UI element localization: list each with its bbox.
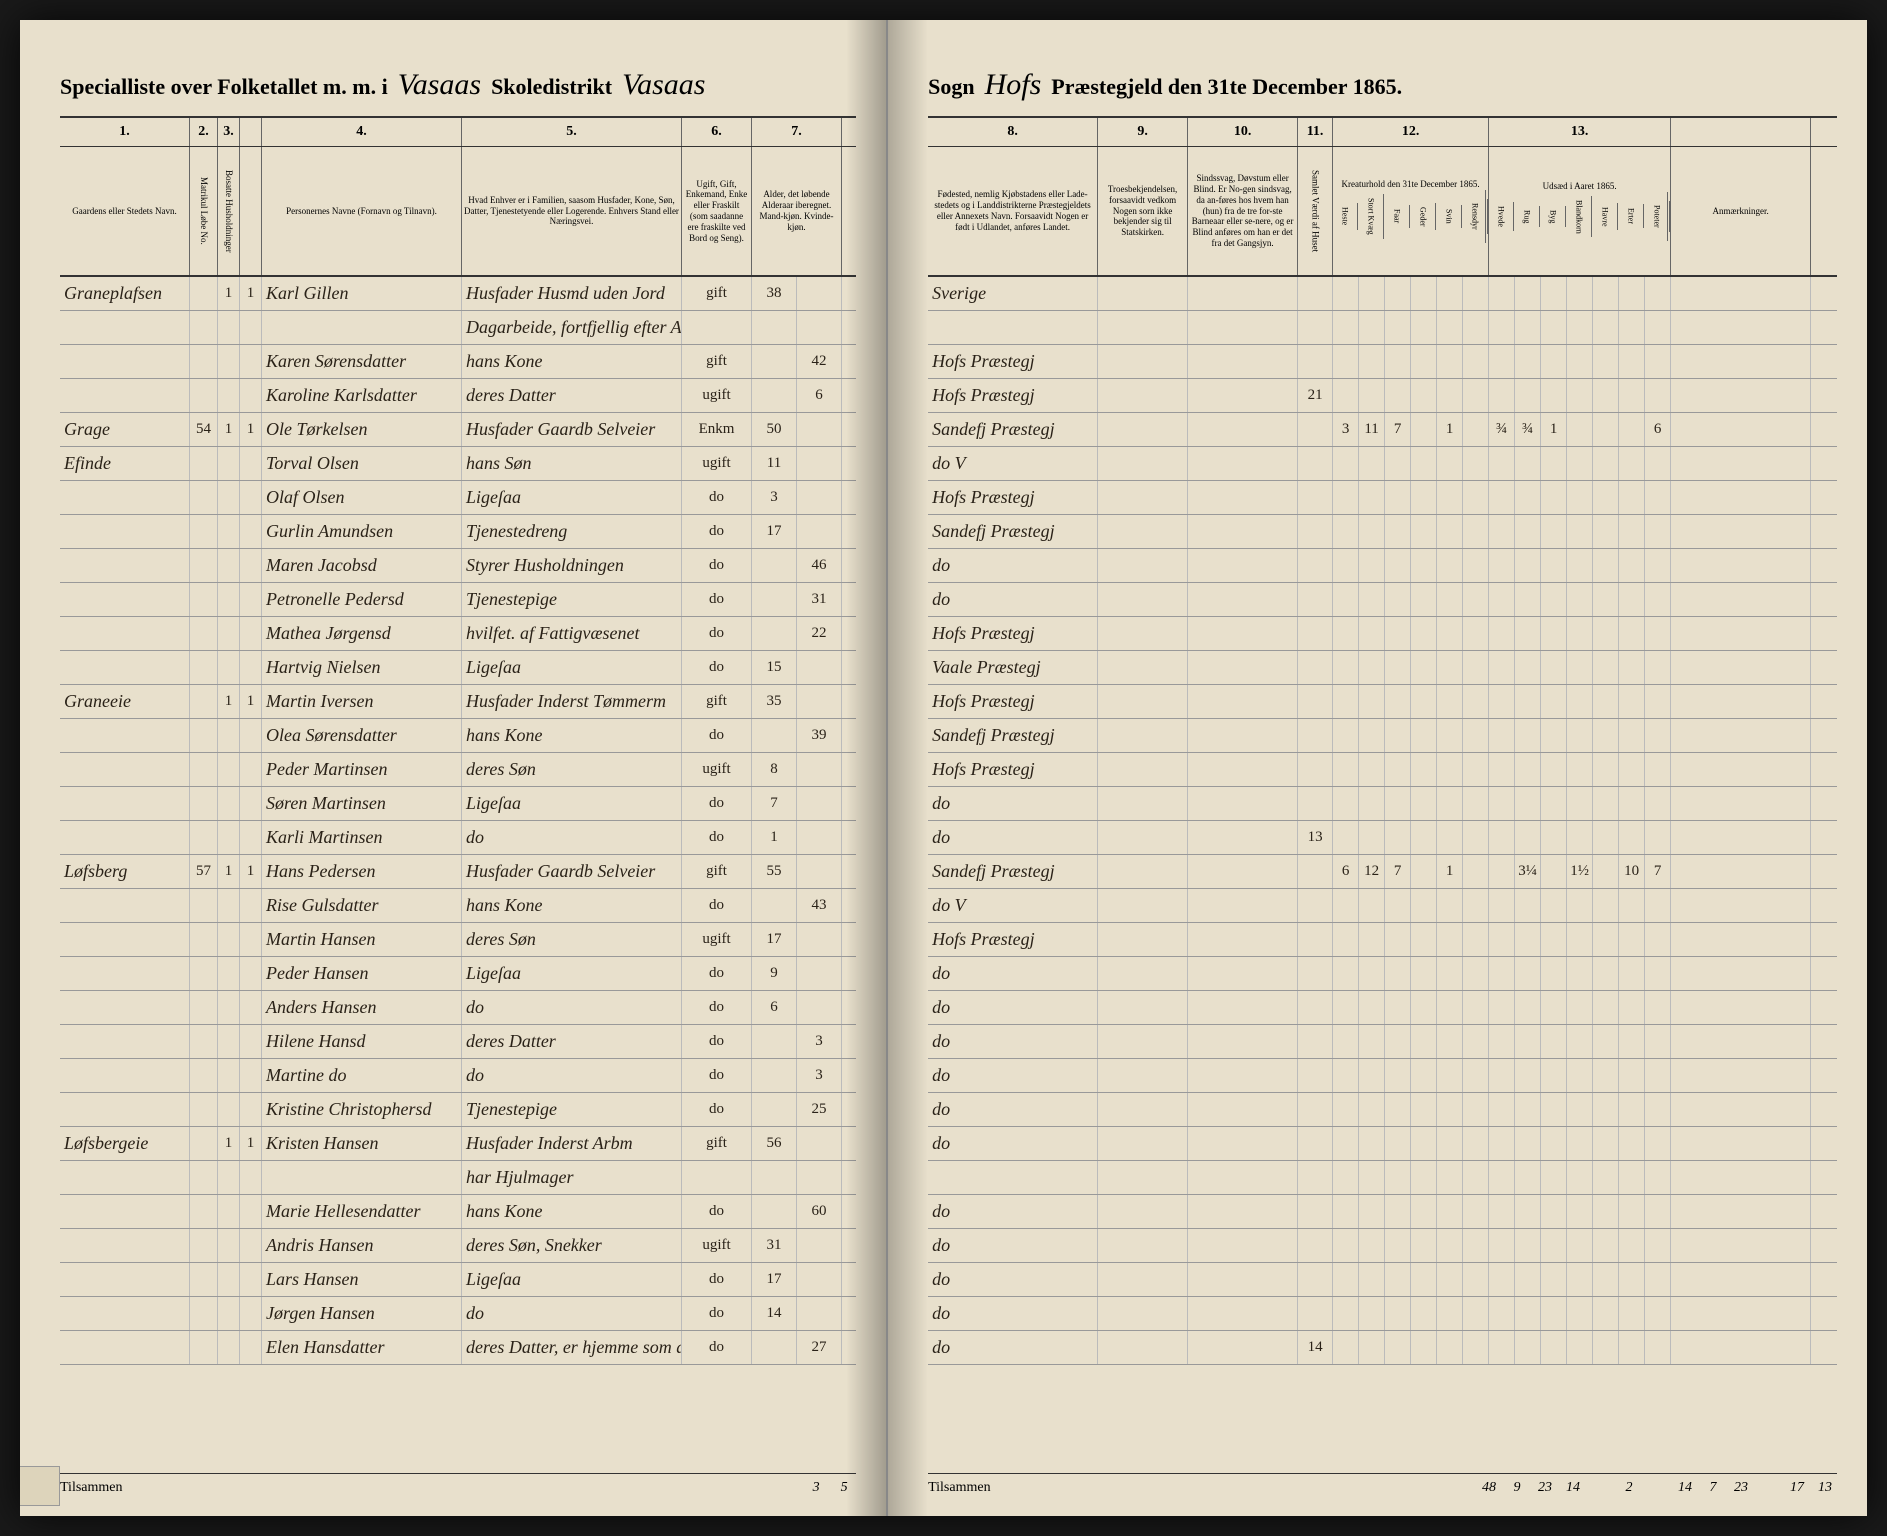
table-row: Hofs Præstegj	[928, 481, 1837, 515]
left-footer: Tilsammen 3 5	[60, 1473, 856, 1496]
footer-label-r: Tilsammen	[928, 1480, 991, 1496]
table-row: Karli Martinsendodo1	[60, 821, 856, 855]
table-row: do13	[928, 821, 1837, 855]
table-row: Sandefj Præstegj	[928, 515, 1837, 549]
table-row: do	[928, 1025, 1837, 1059]
table-row: do	[928, 1229, 1837, 1263]
table-row: Martine dododo3	[60, 1059, 856, 1093]
header-sogn: Hofs	[985, 68, 1042, 102]
right-rows: SverigeHofs PræstegjHofs Præstegj21Sande…	[928, 277, 1837, 1365]
table-row: Hofs Præstegj	[928, 923, 1837, 957]
table-row: Hofs Præstegj21	[928, 379, 1837, 413]
table-row: Sandefj Præstegj31171¾¾16	[928, 413, 1837, 447]
table-row: Peder Martinsenderes Sønugift8	[60, 753, 856, 787]
table-row: Peder HansenLigeſaado9	[60, 957, 856, 991]
table-row: Søren MartinsenLigeſaado7	[60, 787, 856, 821]
ledger-left-page: Specialliste over Folketallet m. m. i Va…	[20, 20, 888, 1516]
table-row: Hilene Hansdderes Datterdo3	[60, 1025, 856, 1059]
table-row: Gurlin AmundsenTjenestedrengdo17	[60, 515, 856, 549]
table-row: do	[928, 1263, 1837, 1297]
table-row: Jørgen Hansendodo14	[60, 1297, 856, 1331]
header-district2: Vasaas	[622, 68, 705, 102]
table-row: do14	[928, 1331, 1837, 1365]
table-row: har Hjulmager	[60, 1161, 856, 1195]
table-row: Hofs Præstegj	[928, 345, 1837, 379]
left-rows: Graneplafsen11Karl GillenHusfader Husmd …	[60, 277, 856, 1365]
table-row: Grage5411Ole TørkelsenHusfader Gaardb Se…	[60, 413, 856, 447]
table-row: Petronelle PedersdTjenestepigedo31	[60, 583, 856, 617]
page-tab	[20, 1466, 60, 1506]
ledger-right-page: Sogn Hofs Præstegjeld den 31te December …	[888, 20, 1867, 1516]
table-row	[928, 1161, 1837, 1195]
left-colnums: 1. 2. 3. 4. 5. 6. 7.	[60, 118, 856, 147]
header-print-2: Skoledistrikt	[491, 74, 612, 100]
table-row: Sandefj Præstegj	[928, 719, 1837, 753]
right-colnums: 8. 9. 10. 11. 12. 13.	[928, 118, 1837, 147]
table-row: Kristine ChristophersdTjenestepigedo25	[60, 1093, 856, 1127]
right-header: Sogn Hofs Præstegjeld den 31te December …	[928, 60, 1837, 118]
left-colheads: Gaardens eller Stedets Navn. Matrikul Lø…	[60, 147, 856, 277]
table-row: do V	[928, 889, 1837, 923]
table-row: Mathea Jørgensdhvilfet. af Fattigvæsenet…	[60, 617, 856, 651]
table-row: do	[928, 1195, 1837, 1229]
table-row: Rise Gulsdatterhans Konedo43	[60, 889, 856, 923]
table-row: do	[928, 549, 1837, 583]
table-row: Dagarbeide, fortfjellig efter Aarstiden	[60, 311, 856, 345]
table-row: Graneeie11Martin IversenHusfader Inderst…	[60, 685, 856, 719]
left-header: Specialliste over Folketallet m. m. i Va…	[60, 60, 856, 118]
table-row: Olaf OlsenLigeſaado3	[60, 481, 856, 515]
table-row: Vaale Præstegj	[928, 651, 1837, 685]
table-row: Hartvig NielsenLigeſaado15	[60, 651, 856, 685]
table-row: do	[928, 583, 1837, 617]
table-row: Karoline Karlsdatterderes Datterugift6	[60, 379, 856, 413]
right-colheads: Fødested, nemlig Kjøbstadens eller Lade-…	[928, 147, 1837, 277]
table-row: Lars HansenLigeſaado17	[60, 1263, 856, 1297]
table-row: EfindeTorval Olsenhans Sønugift11	[60, 447, 856, 481]
header-print-1: Specialliste over Folketallet m. m. i	[60, 74, 388, 100]
table-row: Olea Sørensdatterhans Konedo39	[60, 719, 856, 753]
table-row: Karen Sørensdatterhans Konegift42	[60, 345, 856, 379]
table-row: Hofs Præstegj	[928, 753, 1837, 787]
table-row: do	[928, 1093, 1837, 1127]
header-district: Vasaas	[398, 68, 481, 102]
header-sogn-label: Sogn	[928, 74, 974, 100]
table-row: do	[928, 787, 1837, 821]
table-row: do	[928, 1059, 1837, 1093]
table-row: Anders Hansendodo6	[60, 991, 856, 1025]
table-row: Hofs Præstegj	[928, 685, 1837, 719]
table-row: do	[928, 1297, 1837, 1331]
table-row: do	[928, 957, 1837, 991]
table-row: Marie Hellesendatterhans Konedo60	[60, 1195, 856, 1229]
footer-label: Tilsammen	[60, 1480, 123, 1496]
table-row: Maren JacobsdStyrer Husholdningendo46	[60, 549, 856, 583]
table-row	[928, 311, 1837, 345]
table-row: Martin Hansenderes Sønugift17	[60, 923, 856, 957]
table-row: do V	[928, 447, 1837, 481]
header-date: Præstegjeld den 31te December 1865.	[1051, 74, 1402, 100]
table-row: Løfsberg5711Hans PedersenHusfader Gaardb…	[60, 855, 856, 889]
table-row: Sverige	[928, 277, 1837, 311]
table-row: Elen Hansdatterderes Datter, er hjemme s…	[60, 1331, 856, 1365]
table-row: Sandefj Præstegj612713¼1½107	[928, 855, 1837, 889]
table-row: do	[928, 991, 1837, 1025]
table-row: Hofs Præstegj	[928, 617, 1837, 651]
table-row: Andris Hansenderes Søn, Snekkerugift31	[60, 1229, 856, 1263]
right-footer: Tilsammen 48923142147231713	[928, 1473, 1837, 1496]
table-row: Graneplafsen11Karl GillenHusfader Husmd …	[60, 277, 856, 311]
table-row: do	[928, 1127, 1837, 1161]
table-row: Løfsbergeie11Kristen HansenHusfader Inde…	[60, 1127, 856, 1161]
